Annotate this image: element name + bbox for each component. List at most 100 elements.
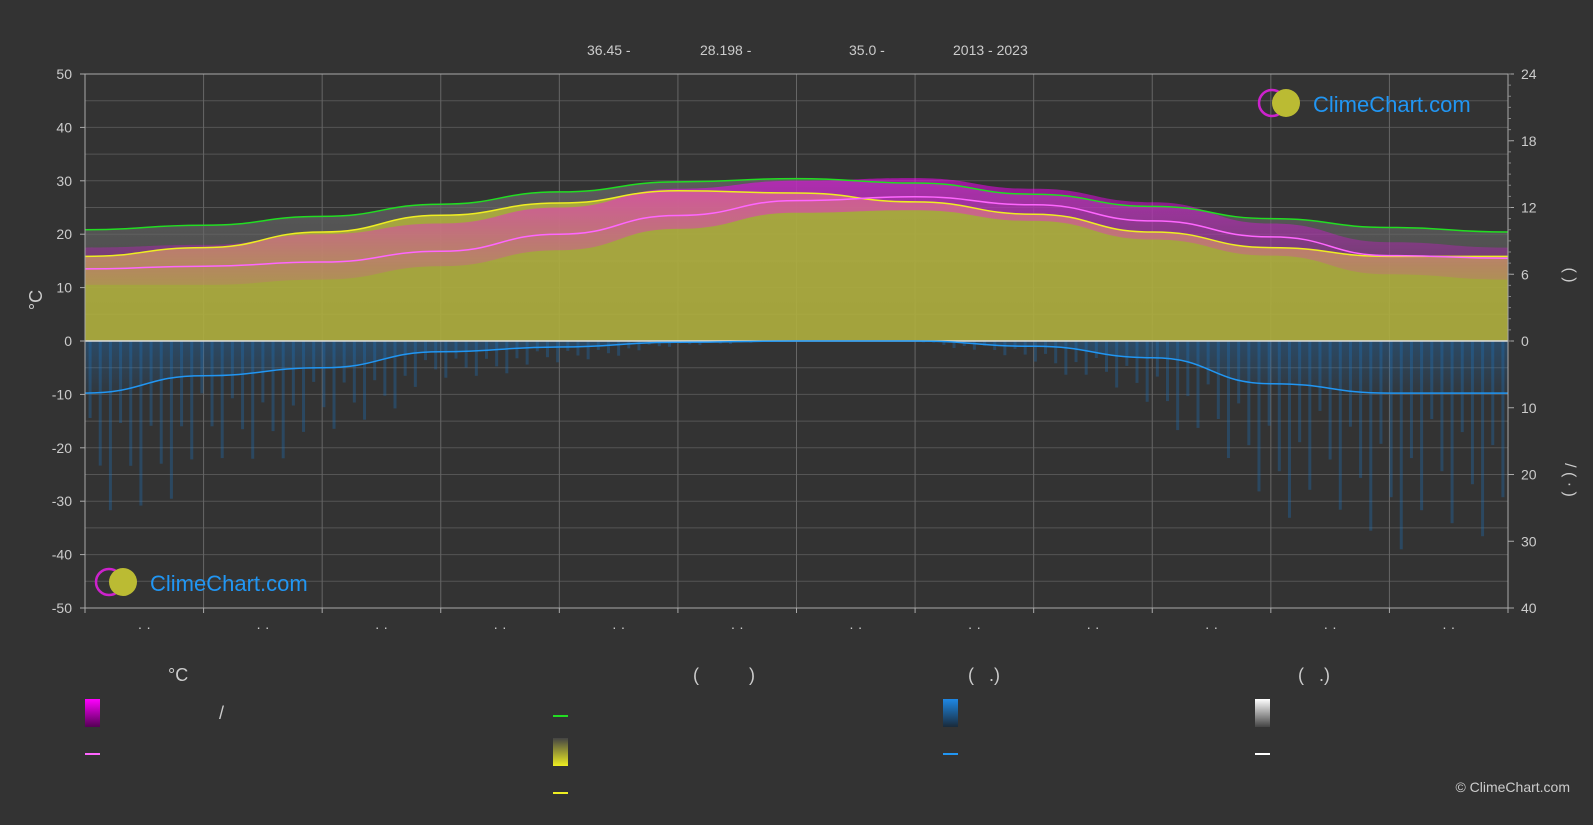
precip-bar	[1054, 341, 1058, 364]
x-tick-label: · ·	[612, 619, 625, 635]
precip-bar	[1044, 341, 1048, 354]
precip-bar	[1135, 341, 1139, 383]
precip-bar	[1369, 341, 1373, 531]
x-tick-label: · ·	[968, 619, 981, 635]
sunshine-line-swatch	[553, 792, 568, 794]
daylight-line	[84, 177, 1509, 233]
precip-bar	[302, 341, 306, 432]
precip-bar	[119, 341, 123, 423]
y-left-tick-label: -40	[52, 547, 72, 563]
precip-bar	[1430, 341, 1434, 420]
sunshine-line	[84, 190, 1508, 258]
precip-bar	[1348, 341, 1352, 427]
x-tick-label: · ·	[1324, 619, 1337, 635]
precip-bar	[1359, 341, 1363, 478]
sunshine-swatch	[553, 738, 568, 766]
y-right-top-tick-label: 0	[1521, 333, 1529, 349]
precip-bar	[1450, 341, 1454, 524]
precip-bar	[1338, 341, 1342, 510]
y-left-tick-label: -50	[52, 600, 72, 616]
precip-bar	[424, 341, 428, 361]
precip-bar	[1298, 341, 1302, 443]
precip-bar	[1155, 341, 1159, 377]
precip-bar	[637, 341, 641, 351]
precip-bar	[1257, 341, 1261, 492]
precip-bar	[98, 341, 102, 466]
precip-bar	[434, 341, 438, 370]
watermark-text: ClimeChart.com	[150, 571, 308, 596]
precip-bar	[210, 341, 214, 427]
x-tick-label: · ·	[493, 619, 506, 635]
x-tick-label: · ·	[256, 619, 269, 635]
precip-bar	[1308, 341, 1312, 490]
precip-bar	[952, 341, 956, 348]
precip-bar	[363, 341, 367, 420]
y-left-tick-label: -30	[52, 493, 72, 509]
y-left-tick-label: 0	[64, 333, 72, 349]
precip-bar	[454, 341, 458, 359]
precip-bar	[1206, 341, 1210, 385]
precip-bar	[1165, 341, 1169, 402]
precip-bar	[657, 341, 661, 347]
precip-bar	[1328, 341, 1332, 460]
precip-bar	[617, 341, 621, 356]
precip-bar	[393, 341, 397, 409]
temp-range-area	[85, 178, 1508, 285]
precip-bar	[1237, 341, 1241, 404]
precip-bar	[322, 341, 326, 408]
precip-bar	[972, 341, 976, 350]
precip-bar	[474, 341, 478, 376]
precip-swatch	[943, 699, 958, 727]
x-tick-label: · ·	[375, 619, 388, 635]
y-right-bottom-axis-label: / ( · )	[1561, 463, 1578, 497]
snow-line-swatch	[1255, 753, 1270, 755]
y-left-tick-label: -20	[52, 440, 72, 456]
precip-bar	[1420, 341, 1424, 511]
precip-bar	[1125, 341, 1129, 366]
chart-header: 36.45 - 28.198 - 35.0 - 2013 - 2023	[0, 42, 1593, 62]
y-left-tick-label: 20	[56, 226, 72, 242]
axes: 50 40 30 20 10 0 -10 -20 -30 -40 -50 °C 24 18 12 6 0 10 20…	[26, 66, 1578, 635]
y-right-bottom-tick-label: 40	[1521, 600, 1537, 616]
daylight-swatch	[553, 715, 568, 717]
precip-bar	[169, 341, 173, 499]
header-latitude: 36.45 -	[587, 42, 631, 58]
legend-col3-title: ( .)	[968, 665, 1000, 685]
precip-bar	[1094, 341, 1098, 358]
precip-bar	[464, 341, 468, 368]
y-right-bottom-tick-label: 20	[1521, 467, 1537, 483]
precip-bar	[1399, 341, 1403, 550]
precip-bar	[1186, 341, 1190, 397]
avg-temp-swatch	[85, 753, 100, 755]
precip-bar	[1470, 341, 1474, 485]
precip-bar	[190, 341, 194, 460]
precip-bar	[535, 341, 539, 352]
y-right-top-tick-label: 24	[1521, 66, 1537, 82]
precip-bar	[1318, 341, 1322, 411]
precip-bar	[1023, 341, 1027, 355]
precip-bar	[1287, 341, 1291, 518]
watermark-bottom: ClimeChart.com	[94, 567, 308, 597]
precip-bar	[220, 341, 224, 459]
precip-bar	[291, 341, 295, 406]
precip-bar	[627, 341, 631, 349]
precip-bar	[413, 341, 417, 387]
x-tick-label: · ·	[849, 619, 862, 635]
precip-bar	[1003, 341, 1007, 356]
precip-bar	[352, 341, 356, 403]
precip-bar	[942, 341, 946, 345]
avg-temp-line	[84, 196, 1509, 270]
precip-bar	[1501, 341, 1505, 498]
y-right-top-tick-label: 18	[1521, 133, 1537, 149]
precip-bar	[606, 341, 610, 354]
legend-col1-slash: /	[219, 703, 225, 723]
data-areas	[85, 178, 1508, 550]
precip-bar	[139, 341, 143, 506]
precip-bar	[698, 341, 702, 346]
header-years: 2013 - 2023	[953, 42, 1028, 58]
temp-range-swatch	[85, 699, 100, 727]
x-tick-label: · ·	[1442, 619, 1455, 635]
precip-bar	[667, 341, 671, 347]
precip-bar	[1216, 341, 1220, 419]
y-right-bottom-tick-label: 10	[1521, 400, 1537, 416]
